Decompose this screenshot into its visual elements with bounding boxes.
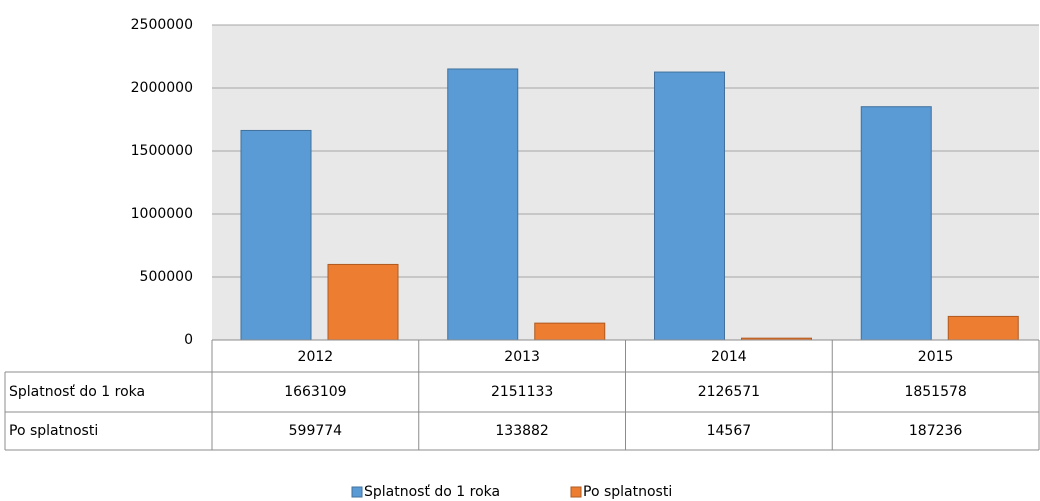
legend-label: Splatnosť do 1 roka bbox=[364, 484, 500, 500]
x-tick-label: 2014 bbox=[711, 349, 747, 365]
y-tick-label: 0 bbox=[184, 332, 193, 348]
table-row-label: Splatnosť do 1 roka bbox=[9, 384, 145, 400]
table-cell: 599774 bbox=[289, 423, 343, 439]
table-cell: 2151133 bbox=[491, 384, 553, 400]
legend-label: Po splatnosti bbox=[583, 484, 672, 500]
table-cell: 2126571 bbox=[698, 384, 760, 400]
y-tick-label: 2000000 bbox=[131, 80, 193, 96]
table-row-label: Po splatnosti bbox=[9, 423, 98, 439]
y-tick-label: 500000 bbox=[140, 269, 193, 285]
bar bbox=[327, 263, 399, 341]
x-tick-label: 2015 bbox=[918, 349, 954, 365]
bar bbox=[534, 322, 606, 341]
y-tick-label: 1000000 bbox=[131, 206, 193, 222]
y-tick-label: 2500000 bbox=[131, 17, 193, 33]
bar bbox=[240, 129, 312, 341]
x-tick-label: 2013 bbox=[504, 349, 540, 365]
table-cell: 187236 bbox=[909, 423, 963, 439]
table-cell: 14567 bbox=[707, 423, 752, 439]
table-cell: 1851578 bbox=[904, 384, 966, 400]
bar bbox=[947, 315, 1019, 341]
bar bbox=[654, 71, 725, 341]
legend-swatch bbox=[570, 486, 582, 498]
table-cell: 1663109 bbox=[284, 384, 346, 400]
bar bbox=[860, 106, 932, 341]
bar bbox=[447, 68, 519, 341]
legend-swatch bbox=[351, 486, 363, 498]
table-cell: 133882 bbox=[495, 423, 548, 439]
x-tick-label: 2012 bbox=[298, 349, 334, 365]
y-tick-label: 1500000 bbox=[131, 143, 193, 159]
